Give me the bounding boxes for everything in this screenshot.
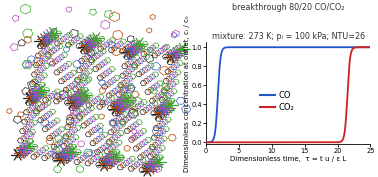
Text: breakthrough 80/20 CO/CO₂: breakthrough 80/20 CO/CO₂ (232, 3, 344, 12)
Legend: CO, CO₂: CO, CO₂ (256, 87, 298, 116)
Text: mixture: 273 K; pᵢ = 100 kPa; NTU=26: mixture: 273 K; pᵢ = 100 kPa; NTU=26 (212, 32, 365, 41)
Y-axis label: Dimensionless concentration at outlet, cᵢ / c₀: Dimensionless concentration at outlet, c… (184, 15, 190, 172)
X-axis label: Dimensionless time,  τ = t u / ε L: Dimensionless time, τ = t u / ε L (230, 156, 346, 162)
